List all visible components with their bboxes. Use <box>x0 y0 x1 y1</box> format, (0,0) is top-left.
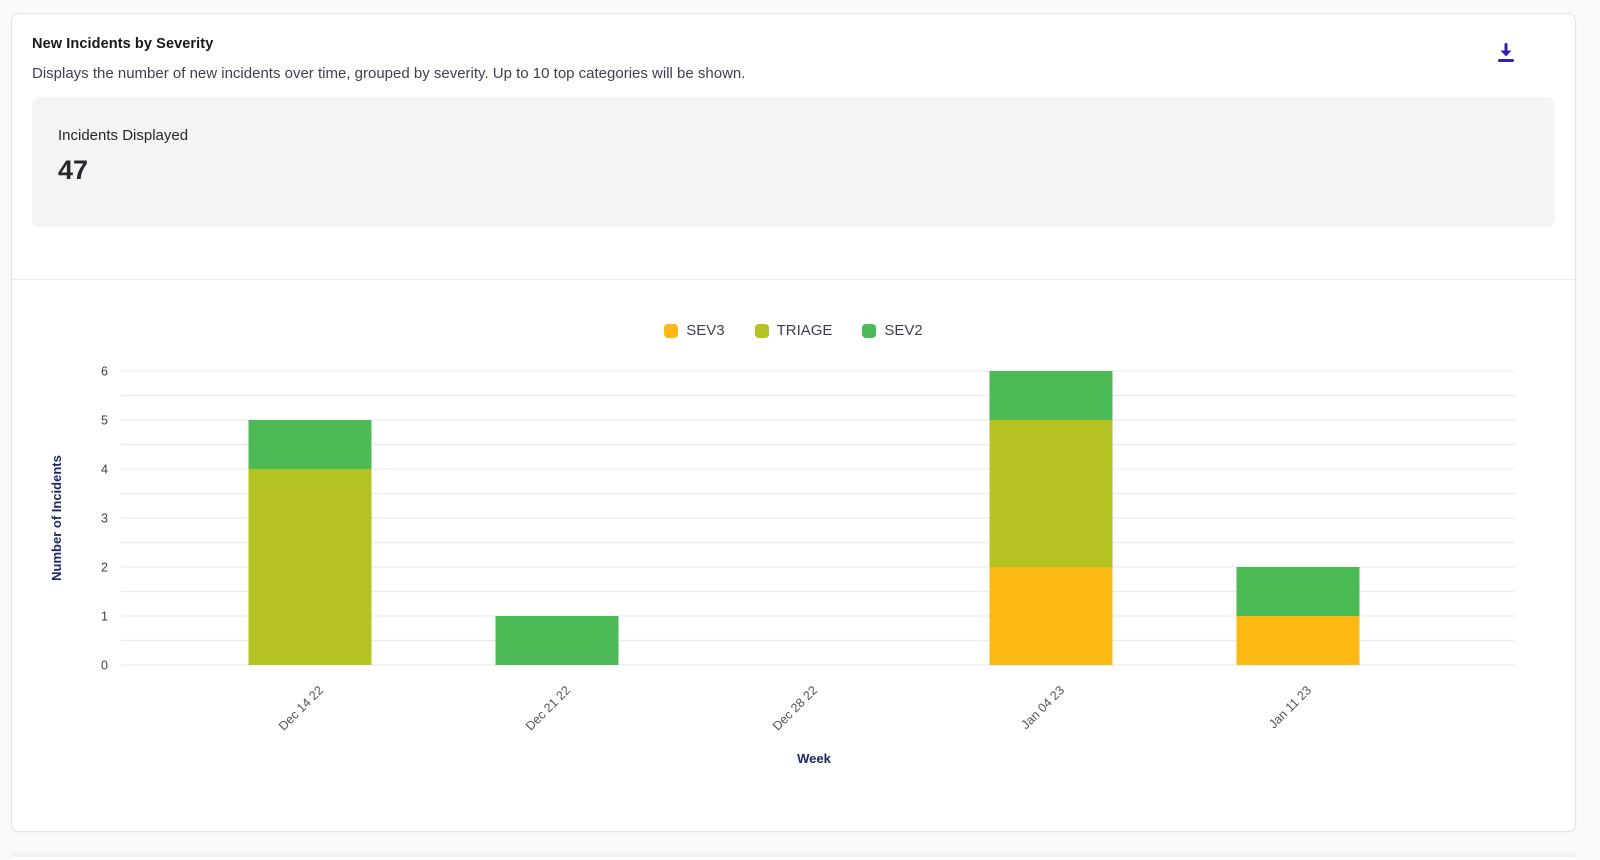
new-incidents-by-severity-widget: New Incidents by Severity Displays the n… <box>11 13 1576 832</box>
incidents-stacked-bar-chart: 0 1 2 3 4 5 6 Dec 14 22 Dec 21 22 Dec 28 22 Jan 04… <box>49 365 1515 766</box>
x-tick-label: Jan 04 23 <box>1018 683 1067 732</box>
y-tick-label: 5 <box>101 414 108 428</box>
legend-swatch-sev2 <box>862 323 877 338</box>
y-tick-label: 0 <box>101 659 108 673</box>
legend-label: SEV3 <box>686 322 725 339</box>
legend-item-triage[interactable]: TRIAGE <box>754 322 833 339</box>
y-tick-label: 1 <box>101 610 108 624</box>
widget-header: New Incidents by Severity Displays the n… <box>12 14 1575 280</box>
bar-segment-sev2-jan-11-23[interactable] <box>1236 567 1360 616</box>
legend-item-sev2[interactable]: SEV2 <box>862 322 923 339</box>
y-tick-label: 2 <box>101 561 108 575</box>
legend-label: TRIAGE <box>776 322 833 339</box>
bar-segment-sev2-dec-21-22[interactable] <box>495 616 619 665</box>
y-tick-label: 3 <box>101 512 108 526</box>
stat-value: 47 <box>58 155 89 185</box>
bar-segment-sev2-dec-14-22[interactable] <box>248 420 372 469</box>
y-tick-label: 4 <box>101 463 108 477</box>
next-card-edge <box>11 857 1576 860</box>
bar-segment-triage-jan-04-23[interactable] <box>989 420 1113 567</box>
legend-label: SEV2 <box>884 322 923 339</box>
bar-segment-sev3-jan-11-23[interactable] <box>1236 616 1360 665</box>
download-icon <box>1495 42 1517 64</box>
legend-item-sev3[interactable]: SEV3 <box>664 322 725 339</box>
x-tick-label: Dec 21 22 <box>523 683 573 733</box>
bar-segment-sev2-jan-04-23[interactable] <box>989 371 1113 420</box>
widget-description: Displays the number of new incidents ove… <box>32 65 746 82</box>
chart-legend: SEV3 TRIAGE SEV2 <box>12 322 1575 339</box>
x-tick-label: Dec 28 22 <box>770 683 820 733</box>
incidents-displayed-box: Incidents Displayed 47 <box>32 97 1555 227</box>
stat-label: Incidents Displayed <box>58 127 189 144</box>
y-axis-title: Number of Incidents <box>49 455 64 581</box>
x-tick-label: Jan 11 23 <box>1266 683 1314 731</box>
download-button[interactable] <box>1493 40 1519 66</box>
chart-area: SEV3 TRIAGE SEV2 0 1 2 3 4 5 6 Dec 14 22 Dec 21 22… <box>12 280 1575 831</box>
legend-swatch-sev3 <box>664 323 679 338</box>
y-tick-label: 6 <box>101 365 108 379</box>
bar-segment-sev3-jan-04-23[interactable] <box>989 567 1113 665</box>
x-axis-title: Week <box>797 751 831 766</box>
bar-segment-triage-dec-14-22[interactable] <box>248 469 372 665</box>
legend-swatch-triage <box>754 323 769 338</box>
widget-title: New Incidents by Severity <box>32 36 214 52</box>
x-tick-label: Dec 14 22 <box>276 683 326 733</box>
